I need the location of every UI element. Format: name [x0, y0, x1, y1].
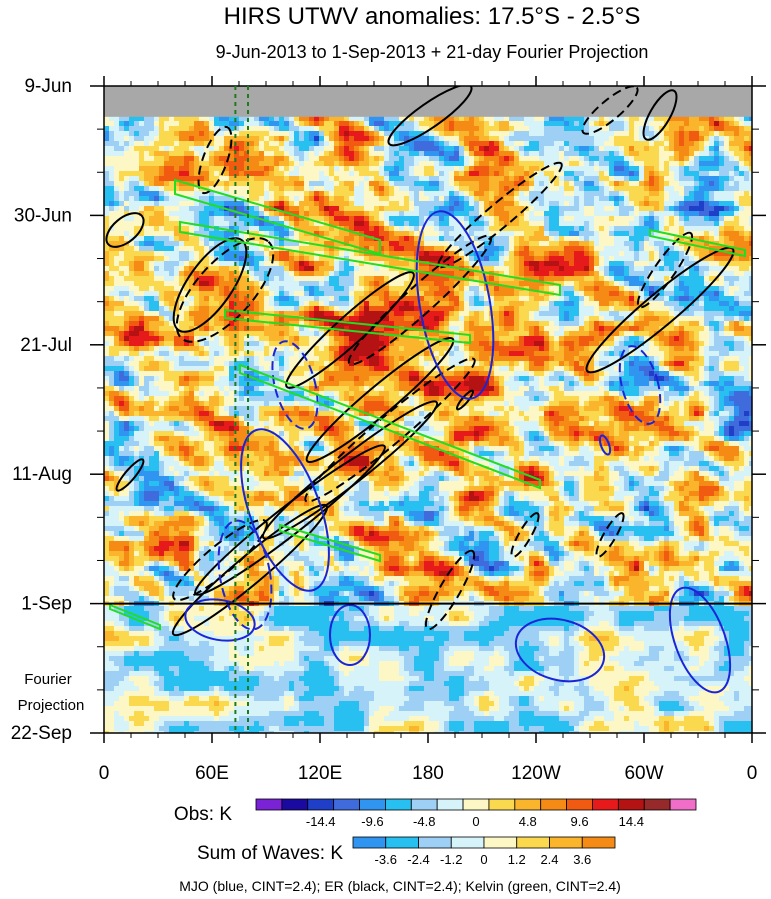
colorbar-label: -2.4 [407, 852, 429, 867]
y-tick-label: 22-Sep [11, 723, 72, 744]
axis-ticks: 0 60E 120E 180 120W 60W 0 9-Jun 30-Jun 21-Jul 11-A… [11, 76, 766, 784]
colorbar-swatch [462, 798, 490, 811]
colorbar-swatch [488, 798, 516, 811]
colorbar-swatch [617, 798, 645, 811]
projection-label-line1: Fourier [24, 671, 72, 688]
colorbar-swatch [549, 836, 583, 849]
x-tick-label: 120W [511, 763, 561, 784]
colorbar-swatch [483, 836, 518, 849]
colorbar-label: 2.4 [540, 852, 558, 867]
colorbar-label: -3.6 [375, 852, 397, 867]
x-tick-label: 120E [298, 763, 342, 784]
y-tick-label: 21-Jul [20, 335, 72, 356]
projection-label-line2: Projection [18, 697, 85, 714]
colorbar-swatch [450, 836, 485, 849]
colorbar-swatch [592, 798, 619, 811]
obs-colorbar-label: Obs: K [174, 804, 232, 825]
x-tick-label: 180 [412, 763, 444, 784]
anomaly-field [104, 86, 752, 733]
colorbar-swatch [307, 798, 335, 811]
colorbar-swatch [333, 798, 360, 811]
x-tick-label: 60W [624, 763, 663, 784]
y-tick-label: 11-Aug [12, 464, 72, 485]
colorbar-label: -4.8 [413, 814, 435, 829]
y-tick-label: 9-Jun [24, 76, 72, 97]
colorbar-swatch [385, 798, 412, 811]
colorbar-swatch [540, 798, 567, 811]
colorbar-label: -1.2 [440, 852, 462, 867]
colorbar-label: 14.4 [619, 814, 644, 829]
colorbar-label: -14.4 [306, 814, 336, 829]
colorbar-swatch [516, 836, 550, 849]
y-tick-label: 30-Jun [14, 205, 72, 226]
colorbar-swatch [352, 836, 387, 849]
waves-colorbar-label: Sum of Waves: K [197, 843, 343, 864]
obs-colorbar: -14.4 -9.6 -4.8 0 4.8 9.6 14.4 [255, 798, 697, 829]
colorbar-swatch [669, 798, 697, 811]
x-tick-label: 0 [99, 763, 110, 784]
colorbar-swatch [643, 798, 671, 811]
colorbar-swatch [410, 798, 438, 811]
colorbar-swatch [581, 836, 616, 849]
colorbar-label: 9.6 [570, 814, 588, 829]
plot-area [104, 86, 752, 733]
colorbar-swatch [281, 798, 309, 811]
colorbar-swatch [359, 798, 386, 811]
colorbar-swatch [385, 836, 419, 849]
colorbar-swatch [514, 798, 542, 811]
colorbar-swatch [436, 798, 464, 811]
colorbar-swatch [255, 798, 283, 811]
x-tick-label: 0 [747, 763, 758, 784]
chart-title: HIRS UTWV anomalies: 17.5°S - 2.5°S [224, 3, 641, 30]
plot-overlay [104, 86, 752, 733]
waves-colorbar: -3.6 -2.4 -1.2 0 1.2 2.4 3.6 [352, 836, 616, 867]
chart-subtitle: 9-Jun-2013 to 1-Sep-2013 + 21-day Fourie… [216, 42, 649, 62]
x-tick-label: 60E [195, 763, 229, 784]
colorbar-label: 0 [480, 852, 487, 867]
y-tick-label: 1-Sep [21, 594, 72, 615]
colorbar-swatch [566, 798, 593, 811]
wave-contours [105, 86, 746, 694]
colorbar-label: 4.8 [519, 814, 537, 829]
colorbar-swatch [418, 836, 452, 849]
chart-footer: MJO (blue, CINT=2.4); ER (black, CINT=2.… [179, 878, 621, 894]
colorbar-label: -9.6 [361, 814, 383, 829]
colorbar-label: 3.6 [573, 852, 591, 867]
colorbar-label: 0 [472, 814, 479, 829]
colorbar-label: 1.2 [508, 852, 526, 867]
